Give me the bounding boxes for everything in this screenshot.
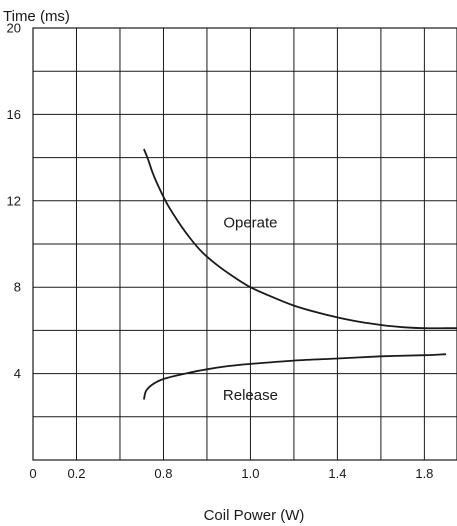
x-tick-label: 0.8 <box>154 466 172 481</box>
y-tick-label: 20 <box>7 21 21 36</box>
series-label-operate: Operate <box>223 214 277 231</box>
x-tick-label: 1.0 <box>241 466 259 481</box>
x-axis-title: Coil Power (W) <box>204 507 305 524</box>
x-tick-label: 1.8 <box>415 466 433 481</box>
grid-lines <box>33 28 457 460</box>
y-axis-title: Time (ms) <box>3 8 70 25</box>
y-tick-label: 16 <box>7 107 21 122</box>
y-tick-label: 8 <box>14 280 21 295</box>
x-tick-label: 0 <box>29 466 36 481</box>
x-tick-labels: 0 0.2 0.8 1.0 1.4 1.8 <box>29 466 433 481</box>
series-line-release <box>143 353 447 400</box>
y-tick-label: 12 <box>7 193 21 208</box>
x-tick-label: 0.2 <box>67 466 85 481</box>
y-tick-labels: 4 8 12 16 20 <box>7 21 21 382</box>
plot-frame <box>32 27 457 461</box>
y-tick-label: 4 <box>14 366 21 381</box>
series-line-operate <box>143 148 457 330</box>
curves <box>143 148 457 400</box>
x-tick-label: 1.4 <box>328 466 346 481</box>
series-label-release: Release <box>223 387 278 404</box>
series-annotations: Operate Release <box>223 214 278 404</box>
